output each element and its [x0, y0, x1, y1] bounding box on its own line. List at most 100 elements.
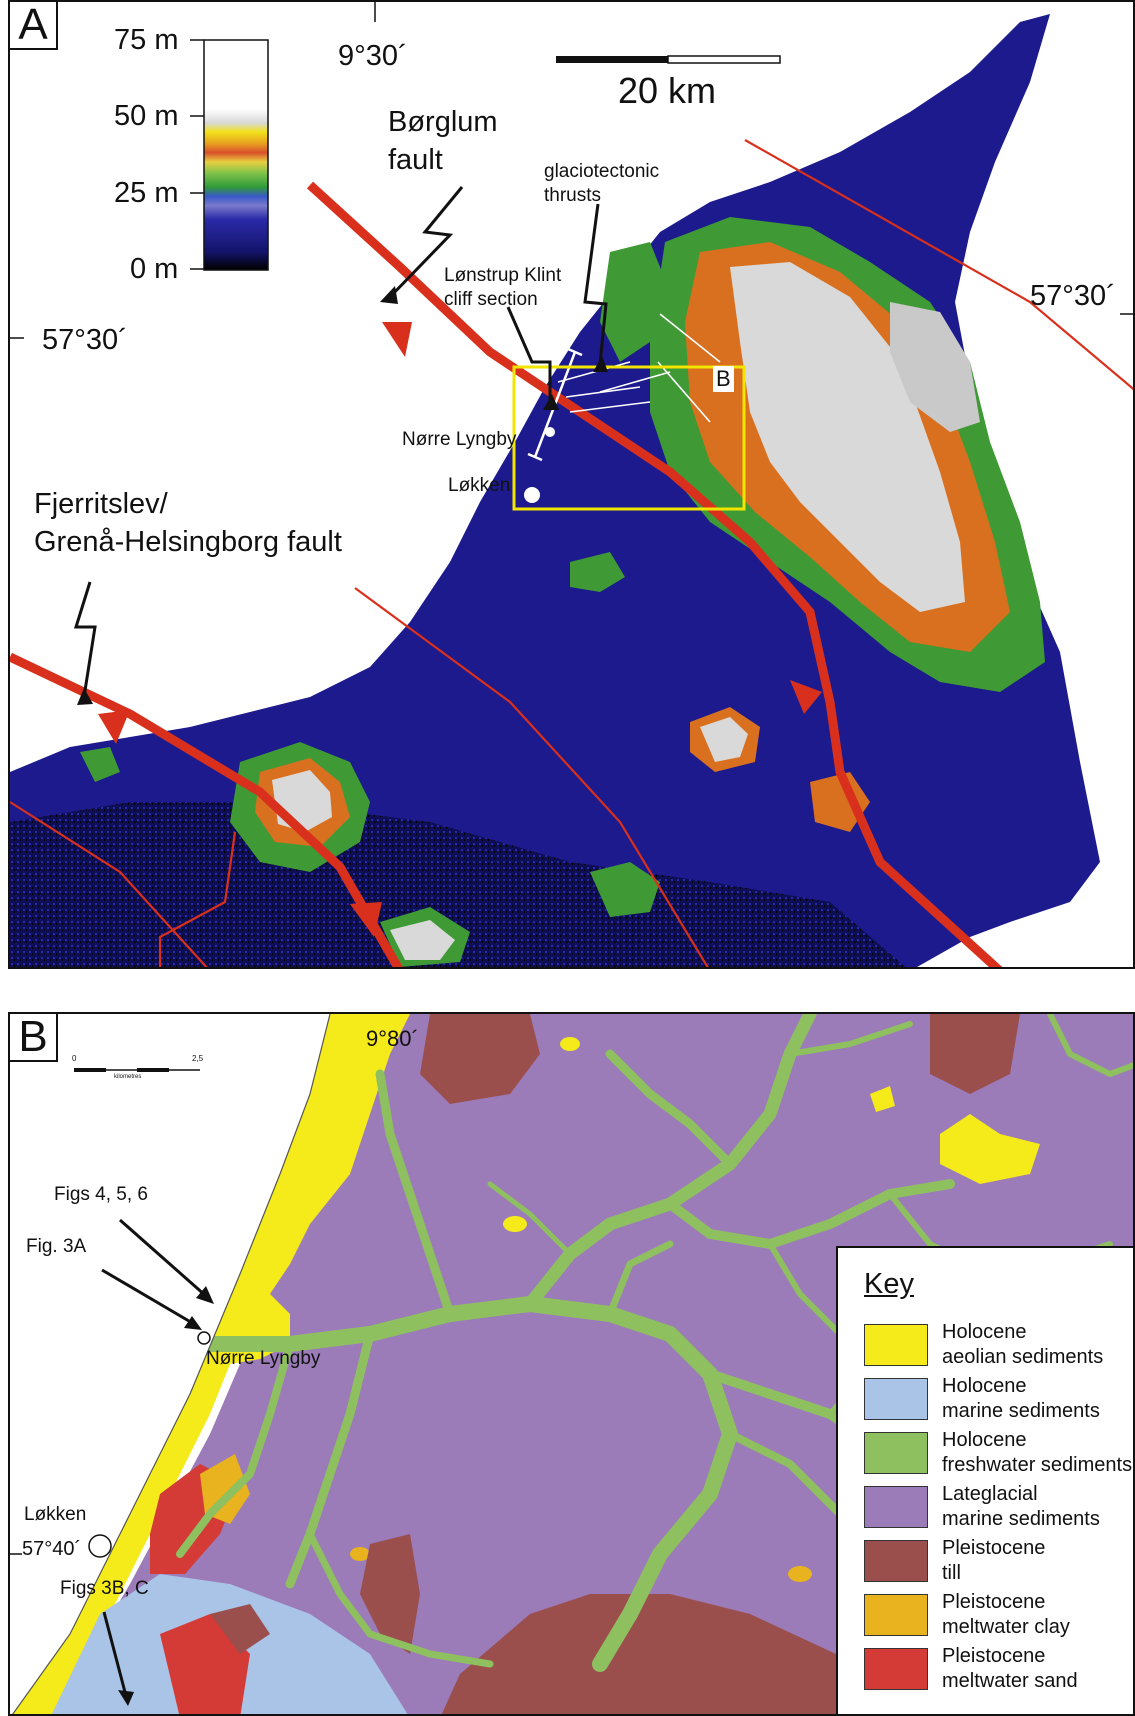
- key-title: Key: [864, 1268, 914, 1300]
- panel-b-geology-map: B: [8, 1012, 1135, 1716]
- key-line2: marine sediments: [942, 1400, 1100, 1422]
- key-item-meltwater-sand: Pleistocene meltwater sand: [864, 1644, 1133, 1696]
- town-dot-norre-lyngby-b: [197, 1331, 211, 1345]
- scale-unit-b: kilometres: [114, 1074, 142, 1080]
- inset-label-b: B: [713, 366, 734, 392]
- key-item-aeolian: Holocene aeolian sediments: [864, 1320, 1133, 1372]
- key-item-freshwater: Holocene freshwater sediments: [864, 1428, 1133, 1480]
- key-item-lateglacial: Lateglacial marine sediments: [864, 1482, 1133, 1534]
- callout-fig-3a: Fig. 3A: [26, 1236, 87, 1257]
- sea-area: [10, 1014, 330, 1714]
- scale-max-b: 2,5: [192, 1054, 204, 1063]
- aeolian-patch-4: [560, 1037, 580, 1051]
- scale-bar-label: 20 km: [618, 70, 717, 111]
- scale-bar-white: [667, 55, 781, 64]
- callout-arrow-heads: [118, 1286, 214, 1706]
- arrow-heads: [77, 286, 608, 705]
- fjerritslev-fault-label-2: Grenå-Helsingborg fault: [34, 526, 342, 558]
- aeolian-patch-3: [503, 1216, 527, 1232]
- till-2: [930, 1014, 1020, 1094]
- glaciotectonic-label-2: thrusts: [544, 185, 602, 206]
- town-dot-lokken-b: [88, 1534, 112, 1558]
- elevation-colorbar: [203, 39, 269, 271]
- aeolian-strip: [12, 1014, 410, 1714]
- longitude-label-b: 9°80´: [366, 1026, 419, 1051]
- town-dot-lokken: [524, 487, 540, 503]
- till-4: [441, 1594, 836, 1714]
- key-line1: Lateglacial: [942, 1483, 1038, 1505]
- key-item-till: Pleistocene till: [864, 1536, 1133, 1588]
- key-line1: Pleistocene: [942, 1537, 1046, 1559]
- key-line1: Holocene: [942, 1375, 1027, 1397]
- fjerritslev-fault-line: [10, 652, 403, 967]
- town-label-lokken: Løkken: [448, 475, 511, 496]
- panel-a-elevation-map: A: [8, 0, 1135, 969]
- borglum-fault-tooth: [382, 322, 412, 357]
- key-line2: marine sediments: [942, 1508, 1100, 1530]
- town-label-norre-lyngby: Nørre Lyngby: [402, 429, 517, 450]
- key-item-marine: Holocene marine sediments: [864, 1374, 1133, 1426]
- town-label-lokken-b: Løkken: [24, 1504, 87, 1525]
- scale-bar-black: [556, 56, 668, 63]
- fjerritslev-fault-tooth: [350, 902, 382, 937]
- pointer-arrows: [73, 186, 608, 698]
- key-line1: Holocene: [942, 1429, 1027, 1451]
- colorbar-ticks: [190, 39, 204, 270]
- till-1: [420, 1014, 540, 1104]
- key-swatch: [864, 1648, 928, 1690]
- key-line1: Pleistocene: [942, 1591, 1046, 1613]
- aeolian-patch-2: [870, 1086, 895, 1112]
- scale-bar-b: [74, 1068, 200, 1072]
- meltwater-sand-2: [160, 1614, 250, 1714]
- panel-b-label: B: [10, 1014, 58, 1062]
- key-line2: meltwater clay: [942, 1616, 1070, 1638]
- meltwater-clay-3: [788, 1566, 812, 1582]
- till-3: [360, 1534, 420, 1654]
- key-line2: meltwater sand: [942, 1670, 1078, 1692]
- map-key: Key Holocene aeolian sediments Holocene ma…: [836, 1246, 1133, 1714]
- borglum-fault-label-1: Børglum: [388, 106, 498, 138]
- panel-a-label: A: [10, 2, 58, 50]
- key-item-meltwater-clay: Pleistocene meltwater clay: [864, 1590, 1133, 1642]
- longitude-label: 9°30´: [338, 40, 408, 72]
- coastline: [12, 1014, 331, 1714]
- elevation-tick-0: 0 m: [130, 253, 179, 285]
- minor-faults: [10, 139, 1133, 967]
- latitude-label-b: 57°40´: [22, 1538, 82, 1560]
- key-line2: aeolian sediments: [942, 1346, 1104, 1368]
- highlands: [80, 217, 1045, 967]
- meltwater-clay-4: [350, 1547, 370, 1561]
- key-swatch: [864, 1324, 928, 1366]
- key-line2: freshwater sediments: [942, 1454, 1133, 1476]
- elevation-tick-75: 75 m: [114, 24, 179, 56]
- key-swatch: [864, 1486, 928, 1528]
- borglum-fault-line: [306, 181, 1003, 967]
- key-swatch: [864, 1432, 928, 1474]
- fjerritslev-fault-tooth: [98, 710, 130, 744]
- key-line1: Pleistocene: [942, 1645, 1046, 1667]
- glaciotectonic-label-1: glaciotectonic: [544, 161, 660, 182]
- aeolian-patch-1: [940, 1114, 1040, 1184]
- callout-figs-3b-c: Figs 3B, C: [60, 1578, 149, 1599]
- key-swatch: [864, 1540, 928, 1582]
- elevation-tick-25: 25 m: [114, 177, 179, 209]
- scale-min-b: 0: [72, 1054, 77, 1063]
- key-swatch: [864, 1378, 928, 1420]
- town-dot-norre-lyngby: [545, 427, 555, 437]
- borglum-fault-label-2: fault: [388, 144, 443, 176]
- key-line1: Holocene: [942, 1321, 1027, 1343]
- latitude-label-left: 57°30´: [42, 324, 128, 356]
- elevation-map-svg: [10, 2, 1133, 967]
- borglum-fault-tooth: [790, 680, 822, 714]
- key-line2: till: [942, 1562, 961, 1584]
- town-label-norre-lyngby-b: Nørre Lyngby: [206, 1348, 321, 1369]
- lonstrup-label-2: cliff section: [444, 289, 538, 310]
- fjerritslev-fault-label-1: Fjerritslev/: [34, 488, 168, 520]
- callout-figs-4-5-6: Figs 4, 5, 6: [54, 1184, 148, 1205]
- callout-arrows: [101, 1218, 207, 1697]
- till-5: [210, 1604, 270, 1654]
- lonstrup-label-1: Lønstrup Klint: [444, 265, 562, 286]
- latitude-label-right: 57°30´: [1030, 280, 1116, 312]
- inset-box-b: [512, 365, 746, 511]
- key-swatch: [864, 1594, 928, 1636]
